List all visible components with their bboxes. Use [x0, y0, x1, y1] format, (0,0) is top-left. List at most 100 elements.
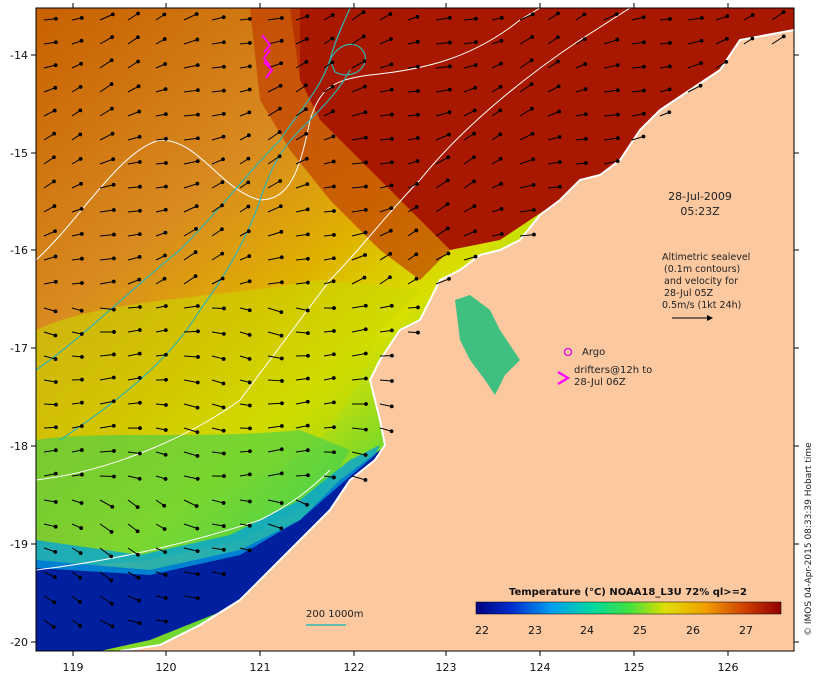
velocity-vector-head: [111, 423, 116, 428]
velocity-vector-head: [615, 37, 620, 42]
velocity-vector-head: [389, 303, 394, 308]
velocity-vector-head: [195, 380, 200, 385]
velocity-vector: [351, 254, 366, 261]
velocity-vector: [267, 108, 281, 117]
velocity-vector-head: [363, 327, 368, 332]
velocity-vector: [267, 307, 282, 313]
velocity-vector: [547, 111, 560, 117]
velocity-vector: [183, 160, 198, 165]
velocity-vector-head: [246, 180, 251, 185]
velocity-vector-head: [80, 256, 84, 261]
velocity-vector-head: [247, 110, 252, 115]
velocity-vector-head: [415, 39, 420, 44]
velocity-vector-head: [279, 333, 284, 338]
velocity-vector: [519, 209, 534, 213]
velocity-vector-head: [362, 275, 367, 280]
velocity-vector-head: [222, 88, 226, 93]
velocity-vector-head: [363, 303, 368, 308]
velocity-vector-head: [332, 425, 336, 430]
velocity-vector-head: [247, 472, 252, 477]
velocity-vector-head: [109, 529, 114, 534]
velocity-vector: [631, 16, 644, 21]
velocity-vector-head: [163, 304, 168, 308]
velocity-vector: [603, 64, 618, 69]
coastline: [119, 29, 794, 651]
velocity-vector-head: [54, 16, 58, 21]
velocity-vector: [183, 205, 197, 213]
velocity-vector-head: [221, 428, 226, 433]
velocity-vector: [351, 305, 366, 309]
velocity-vector-head: [582, 12, 587, 17]
velocity-vector-head: [51, 625, 56, 629]
velocity-vector-head: [52, 108, 57, 113]
velocity-vector: [43, 180, 55, 189]
velocity-vector: [99, 425, 114, 429]
velocity-vector: [267, 523, 282, 529]
velocity-vector: [267, 402, 283, 405]
velocity-vector-head: [137, 277, 142, 282]
velocity-vector-head: [583, 62, 588, 66]
lon-tick-label: 122: [344, 661, 365, 674]
velocity-vector: [715, 61, 727, 69]
velocity-vector-head: [280, 401, 284, 406]
velocity-vector-head: [195, 405, 200, 410]
velocity-vector: [127, 377, 140, 381]
velocity-vector: [211, 136, 224, 141]
colorbar-title: Temperature (°C) NOAA18_L3U 72% ql>=2: [509, 587, 747, 598]
velocity-vector-head: [447, 110, 452, 115]
velocity-vector: [379, 207, 392, 213]
velocity-vector: [379, 403, 392, 407]
lat-tick-label: -19: [10, 538, 28, 551]
velocity-vector: [183, 114, 198, 117]
velocity-vector-head: [416, 330, 420, 335]
velocity-vector: [435, 156, 449, 165]
velocity-vector-head: [699, 16, 704, 20]
velocity-vector-head: [447, 87, 452, 92]
velocity-vector-head: [111, 182, 116, 187]
velocity-vector-head: [363, 230, 368, 235]
velocity-vector-head: [222, 474, 226, 478]
velocity-vector-head: [531, 182, 536, 187]
velocity-vector-head: [220, 227, 224, 232]
velocity-vector-head: [641, 134, 646, 139]
velocity-vector-head: [556, 11, 560, 16]
velocity-vector-head: [78, 156, 83, 161]
velocity-vector-head: [364, 160, 368, 165]
velocity-vector: [211, 451, 224, 455]
velocity-vector-head: [330, 109, 335, 114]
velocity-vector: [99, 83, 112, 93]
velocity-vector-head: [364, 184, 368, 189]
velocity-vector: [211, 90, 224, 93]
velocity-vector-head: [473, 85, 478, 90]
velocity-vector-head: [668, 41, 672, 45]
velocity-vector-head: [414, 276, 419, 281]
drifter-track: [261, 34, 274, 79]
velocity-vector-head: [136, 575, 141, 580]
velocity-vector-head: [164, 136, 168, 141]
velocity-vector-head: [448, 40, 452, 45]
velocity-vector-head: [498, 84, 503, 89]
velocity-vector-head: [582, 37, 587, 42]
velocity-vector-head: [164, 161, 168, 165]
velocity-vector: [127, 499, 138, 508]
velocity-vector-head: [388, 251, 393, 256]
altimetry-note-line: and velocity for: [664, 276, 738, 287]
velocity-vector-head: [332, 306, 336, 310]
velocity-vector: [519, 13, 533, 21]
velocity-vector-head: [389, 160, 394, 165]
velocity-vector: [43, 449, 56, 453]
velocity-vector-head: [163, 477, 168, 481]
velocity-vector: [379, 89, 392, 93]
velocity-vector: [43, 307, 56, 312]
velocity-vector-head: [163, 619, 168, 624]
velocity-vector: [211, 228, 223, 237]
velocity-vector-head: [163, 328, 168, 333]
velocity-vector-head: [331, 159, 336, 164]
velocity-vector-head: [364, 427, 368, 432]
velocity-vector: [267, 448, 282, 453]
velocity-vector-head: [246, 156, 251, 161]
velocity-vector-head: [447, 132, 451, 137]
velocity-vector-head: [110, 504, 115, 509]
velocity-vector-head: [53, 309, 58, 314]
velocity-vector-head: [781, 34, 786, 39]
